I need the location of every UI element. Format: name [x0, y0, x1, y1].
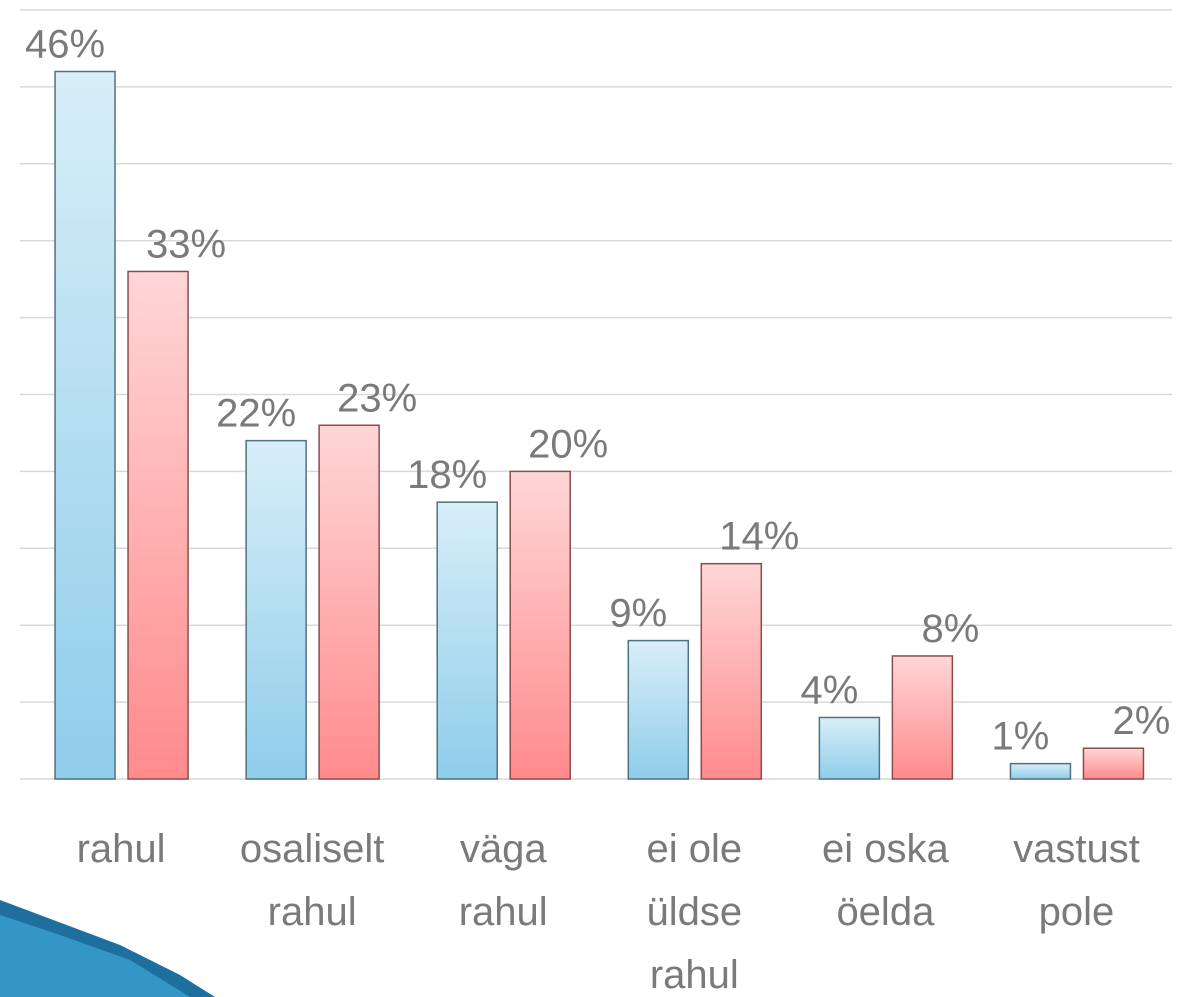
bar	[127, 270, 189, 780]
bar	[54, 70, 116, 780]
bar	[318, 424, 380, 780]
x-tick-label: rahul	[77, 827, 166, 871]
bar	[1082, 747, 1145, 780]
value-label: 20%	[528, 422, 608, 466]
value-label: 33%	[146, 222, 226, 266]
value-label: 8%	[921, 607, 979, 651]
value-label: 14%	[719, 515, 799, 559]
value-label: 18%	[407, 453, 487, 497]
bar	[818, 716, 881, 780]
bar	[891, 655, 954, 780]
bar	[245, 439, 307, 780]
bar	[700, 562, 763, 780]
bar	[509, 470, 571, 780]
x-tick-label: ei oska öelda	[822, 827, 949, 934]
value-label: 2%	[1113, 699, 1171, 743]
bar	[436, 501, 498, 780]
value-label: 22%	[216, 392, 296, 436]
value-label: 9%	[609, 592, 667, 636]
decoration-swoosh-light	[0, 915, 190, 997]
bar	[1009, 762, 1072, 780]
value-label: 1%	[992, 715, 1050, 759]
value-label: 23%	[337, 376, 417, 420]
x-tick-label: väga rahul	[459, 827, 548, 934]
bar	[627, 639, 690, 780]
value-label: 46%	[25, 23, 105, 67]
x-tick-label: osaliselt rahul	[240, 827, 385, 934]
x-tick-label: ei ole üldse rahul	[646, 827, 742, 997]
value-label: 4%	[800, 668, 858, 712]
x-tick-label: vastust pole	[1013, 827, 1140, 934]
